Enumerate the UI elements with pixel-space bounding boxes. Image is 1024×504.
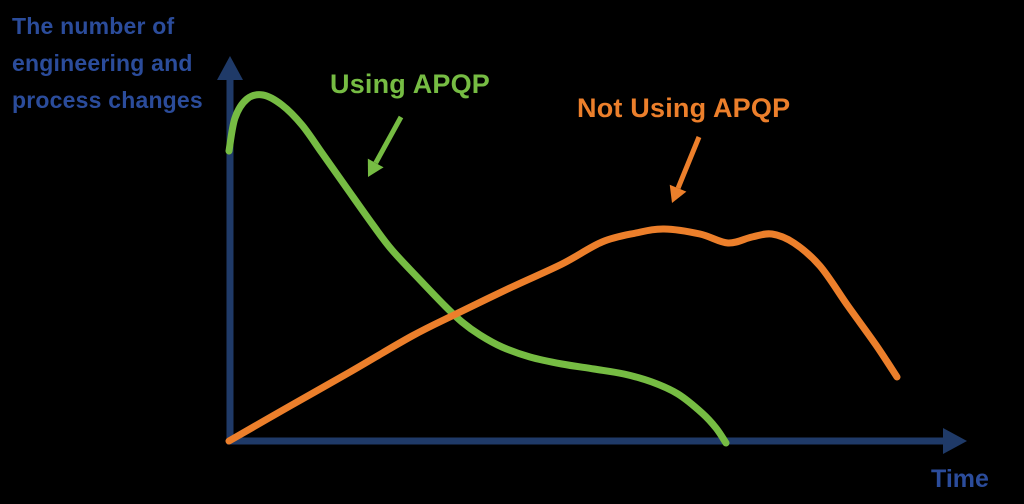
using-apqp-pointer-arrowhead <box>367 158 384 177</box>
using-apqp-series-label: Using APQP <box>330 69 491 99</box>
y-axis-arrowhead <box>217 56 243 80</box>
not-using-apqp-series-label: Not Using APQP <box>577 93 791 123</box>
curve-not-using-apqp <box>225 225 901 445</box>
x-axis-arrowhead <box>943 428 967 454</box>
not-using-apqp-pointer-line <box>675 136 702 190</box>
y-axis-title-line-2: engineering and <box>12 50 193 76</box>
y-axis-title-line-1: The number of <box>12 13 175 39</box>
y-axis-title-line-3: process changes <box>12 87 203 113</box>
x-axis-label: Time <box>931 465 989 493</box>
y-axis-title: The number of engineering and process ch… <box>12 8 203 119</box>
curve-using-apqp <box>225 91 730 447</box>
using-apqp-pointer-line <box>373 115 404 165</box>
not-using-apqp-pointer-arrowhead <box>669 184 687 203</box>
